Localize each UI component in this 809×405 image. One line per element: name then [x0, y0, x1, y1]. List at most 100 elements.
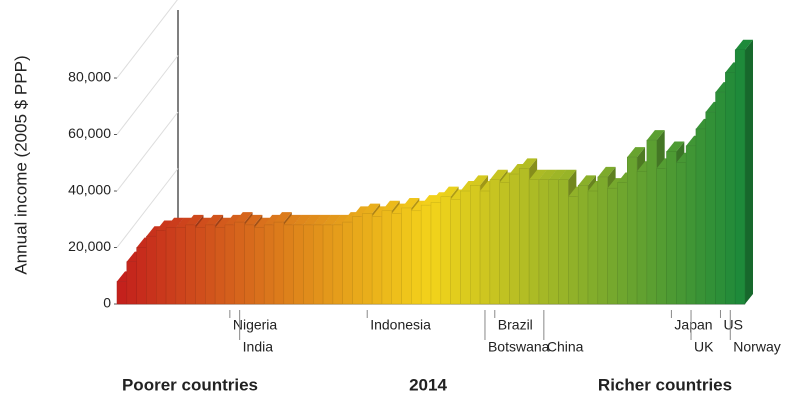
bar-top: [156, 220, 175, 231]
bar-top: [578, 175, 596, 186]
bar: [715, 91, 726, 305]
bar: [234, 221, 245, 305]
grid-line: [116, 168, 179, 248]
bar: [313, 224, 324, 305]
bar: [499, 182, 510, 305]
x-tick-label: Norway: [733, 339, 780, 355]
bar: [205, 224, 216, 305]
bar: [116, 281, 128, 305]
bar-top: [303, 214, 322, 225]
bar-top: [362, 203, 381, 214]
bar: [362, 213, 373, 305]
bar: [528, 179, 540, 305]
bar: [685, 145, 697, 305]
bar: [734, 49, 746, 305]
bar: [175, 227, 186, 305]
x-tick-label: Nigeria: [233, 317, 278, 333]
bar: [587, 190, 599, 305]
bar: [244, 224, 255, 305]
bar-top: [538, 169, 557, 180]
bar-top: [627, 147, 646, 158]
bar: [371, 216, 383, 305]
bar: [342, 221, 353, 305]
bar: [656, 168, 667, 305]
bar: [607, 187, 618, 305]
bar-top: [401, 197, 420, 208]
bar-top: [519, 158, 538, 169]
bar-top: [264, 214, 282, 225]
bar: [538, 179, 549, 305]
bar: [136, 247, 147, 305]
bar: [627, 156, 638, 305]
x-tick-label: India: [243, 339, 274, 355]
bar-top: [224, 214, 243, 225]
bar: [146, 235, 157, 305]
y-axis-label: Annual income (2005 $ PPP): [11, 55, 30, 274]
x-tick-label: UK: [694, 339, 714, 355]
right-label: Richer countries: [598, 375, 732, 394]
bar: [263, 224, 275, 305]
chart-title: 2014: [409, 375, 447, 394]
left-label: Poorer countries: [122, 375, 258, 394]
bar-top: [421, 195, 439, 206]
bar-top: [205, 214, 224, 225]
bar: [548, 179, 559, 305]
bar: [489, 179, 500, 305]
y-tick-label: 0: [103, 295, 111, 311]
bar-top: [440, 186, 459, 197]
bar-top: [646, 130, 665, 141]
bar-top: [283, 214, 302, 225]
bar-top: [666, 141, 685, 152]
y-tick-label: 80,000: [68, 69, 111, 85]
bar-top: [195, 217, 214, 228]
bar-top: [735, 39, 753, 50]
bar-top: [215, 217, 233, 228]
bar: [165, 227, 177, 305]
bar-top: [293, 214, 312, 225]
bar-top: [352, 206, 371, 217]
bar-top: [244, 214, 263, 225]
bar: [636, 170, 648, 305]
bar: [332, 224, 343, 305]
bar: [401, 207, 412, 305]
bar-top: [234, 212, 253, 223]
bar: [195, 227, 206, 305]
grid-line: [116, 0, 178, 79]
bar-top: [166, 217, 184, 228]
bar: [558, 179, 569, 305]
bar: [224, 224, 235, 305]
bar: [597, 176, 608, 305]
bar-top: [597, 166, 616, 177]
x-tick-label: Brazil: [498, 317, 533, 333]
bar: [617, 182, 628, 305]
bar: [283, 224, 294, 305]
bar: [460, 190, 471, 305]
y-tick-label: 60,000: [68, 125, 111, 141]
bar: [381, 210, 392, 305]
bar: [568, 196, 579, 305]
bar-side: [745, 39, 753, 304]
y-tick-label: 40,000: [68, 182, 111, 198]
bar: [391, 213, 402, 305]
bar-top: [332, 214, 351, 225]
y-tick-label: 20,000: [68, 238, 111, 254]
bar: [156, 230, 167, 305]
bar: [676, 162, 687, 305]
bar-top: [254, 217, 273, 228]
bar: [440, 196, 451, 305]
bar: [450, 199, 461, 305]
bar: [293, 224, 304, 305]
bar: [322, 224, 334, 305]
bar-top: [274, 212, 292, 223]
bar: [695, 128, 706, 305]
bar-top: [381, 200, 400, 211]
x-tick-label: Indonesia: [370, 317, 431, 333]
bar: [214, 227, 226, 305]
bar: [479, 190, 491, 305]
bar-top: [313, 214, 332, 225]
bar-top: [548, 169, 567, 180]
bar-top: [323, 214, 341, 225]
x-tick-label: US: [723, 317, 742, 333]
bar: [430, 202, 442, 305]
